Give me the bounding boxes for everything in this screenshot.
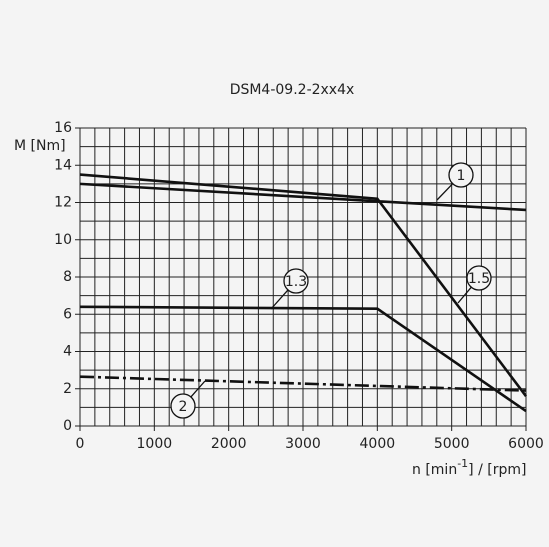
x-tick-label: 3000 — [285, 436, 321, 452]
x-tick-label: 6000 — [508, 436, 544, 452]
label-circle — [170, 393, 196, 419]
x-label-part: ] / [rpm] — [468, 462, 526, 478]
y-tick-label: 6 — [63, 306, 72, 322]
series-label: 1.3 — [285, 274, 307, 290]
label-leader — [270, 289, 289, 310]
series-label: 1.5 — [468, 271, 490, 287]
label-circle — [448, 162, 474, 188]
y-tick-label: 12 — [54, 195, 72, 211]
x-tick-label: 0 — [76, 436, 85, 452]
label-leader — [190, 380, 206, 398]
y-tick-label: 16 — [54, 120, 72, 136]
x-label-sup: -1 — [457, 457, 468, 470]
y-axis-label: M [Nm] — [14, 138, 66, 154]
series-line — [79, 173, 528, 397]
y-tick-label: 14 — [54, 157, 72, 173]
y-tick-label: 4 — [63, 344, 72, 360]
label-circle — [283, 268, 309, 294]
x-axis-label: n [min-1] / [rpm] — [412, 457, 526, 478]
series-line — [79, 305, 527, 413]
chart-title: DSM4-09.2-2xx4x — [230, 82, 355, 98]
x-tick-label: 5000 — [434, 436, 470, 452]
label-circle — [466, 265, 492, 291]
y-tick-label: 10 — [54, 232, 72, 248]
y-tick-label: 8 — [63, 269, 72, 285]
x-tick-label: 1000 — [137, 436, 173, 452]
x-tick-label: 2000 — [211, 436, 247, 452]
series-line — [79, 182, 527, 212]
label-leader — [457, 286, 472, 304]
label-leader — [436, 183, 454, 201]
series-label: 1 — [457, 168, 466, 184]
y-tick-label: 0 — [63, 418, 72, 434]
y-tick-label: 2 — [63, 381, 72, 397]
x-tick-label: 4000 — [360, 436, 396, 452]
x-label-part: n [min — [412, 462, 457, 478]
series-label: 2 — [179, 399, 188, 415]
